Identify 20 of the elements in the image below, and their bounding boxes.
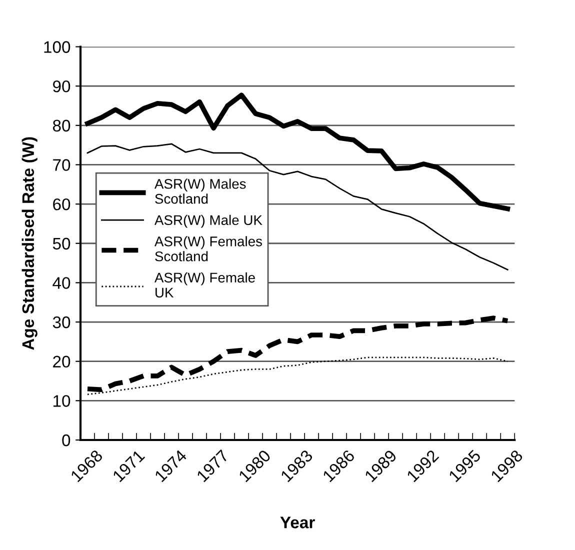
y-axis-title: Age Standardised Rate (W) [22, 137, 38, 350]
y-tick-label: 60 [53, 198, 70, 210]
line-series [85, 316, 510, 392]
y-tick-label: 90 [53, 80, 70, 92]
y-tick-label: 30 [52, 316, 70, 328]
legend-label: ASR(W) Male UK [154, 214, 262, 228]
y-tick-label: 20 [53, 356, 70, 368]
line-series [86, 143, 508, 270]
y-tick-label: 80 [52, 120, 70, 132]
line-series [85, 92, 510, 212]
legend-label: ASR(W) Males Scotland [154, 178, 246, 204]
y-tick-label: 40 [52, 277, 70, 289]
y-tick-label: 100 [44, 41, 70, 53]
y-tick-label: 0 [62, 434, 70, 446]
y-tick-label: 70 [53, 159, 70, 171]
y-tick-label: 50 [52, 238, 70, 250]
y-tick-label: 10 [54, 395, 70, 407]
legend-label: ASR(W) Female UK [154, 272, 255, 298]
x-axis-title: Year [280, 516, 315, 528]
legend-label: ASR(W) Females Scotland [154, 236, 262, 262]
